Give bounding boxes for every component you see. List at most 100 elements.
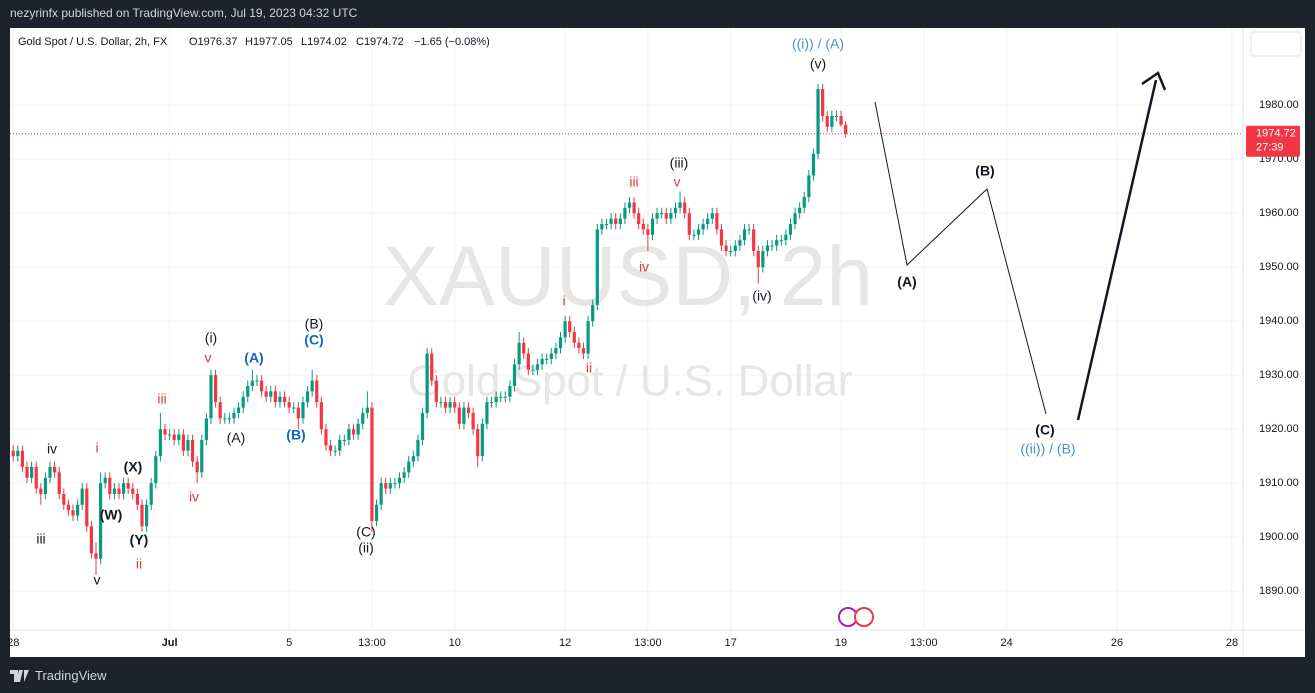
x-tick-label: 24 bbox=[1000, 637, 1012, 649]
candle-body bbox=[103, 477, 107, 484]
candle-body bbox=[177, 434, 181, 440]
candle-body bbox=[558, 337, 563, 349]
wave-label: (A) bbox=[897, 274, 916, 290]
candle-body bbox=[282, 396, 287, 403]
candle-body bbox=[246, 385, 250, 397]
market-icons bbox=[838, 607, 874, 627]
candle-body bbox=[223, 418, 227, 420]
candle-body bbox=[324, 429, 328, 446]
wave-label: (B) bbox=[975, 163, 994, 179]
candle-body bbox=[793, 213, 797, 224]
candle-body bbox=[591, 304, 595, 322]
candle-body bbox=[683, 202, 687, 214]
candle-body bbox=[439, 402, 443, 404]
legend-low: L1974.02 bbox=[301, 36, 347, 48]
candle-body bbox=[416, 439, 420, 457]
candle-body bbox=[701, 223, 705, 230]
candle-body bbox=[554, 348, 558, 354]
candle-body bbox=[11, 450, 15, 457]
candle-body bbox=[108, 477, 112, 494]
candle-body bbox=[190, 439, 195, 462]
candle-body bbox=[512, 364, 517, 386]
candle-body bbox=[844, 124, 848, 134]
candle-body bbox=[195, 461, 199, 473]
candle-body bbox=[448, 402, 452, 408]
x-tick-label: 12 bbox=[559, 637, 571, 649]
x-tick-label: 17 bbox=[725, 637, 737, 649]
candle-body bbox=[112, 488, 116, 494]
candle-body bbox=[526, 353, 530, 370]
wave-label: iii bbox=[36, 531, 45, 547]
footer: TradingView bbox=[10, 668, 107, 683]
legend-close: C1974.72 bbox=[356, 36, 404, 48]
candle-body bbox=[333, 450, 337, 452]
candle-body bbox=[687, 213, 691, 235]
candle-body bbox=[839, 116, 843, 125]
wave-label: (ii) bbox=[358, 540, 374, 556]
candle-body bbox=[623, 207, 627, 219]
candle-body bbox=[384, 483, 388, 489]
candle-body bbox=[761, 250, 765, 268]
legend-open: O1976.37 bbox=[189, 36, 237, 48]
candle-body bbox=[747, 229, 751, 231]
wave-label: (A) bbox=[244, 350, 263, 366]
candle-body bbox=[729, 250, 733, 252]
candle-body bbox=[678, 202, 682, 208]
candle-body bbox=[522, 342, 526, 354]
candle-body bbox=[301, 402, 305, 419]
wave-label: ((i)) / (A) bbox=[792, 36, 844, 52]
candle-body bbox=[443, 402, 448, 408]
y-tick-label: 1960.00 bbox=[1259, 207, 1299, 219]
candle-body bbox=[420, 412, 425, 440]
candle-body bbox=[374, 504, 379, 521]
wave-label: (C) bbox=[1035, 422, 1054, 438]
candle-body bbox=[494, 396, 498, 403]
candle-body bbox=[269, 391, 273, 397]
candle-body bbox=[117, 488, 121, 494]
candle-body bbox=[250, 380, 254, 386]
candle-body bbox=[779, 240, 783, 242]
top-right-button[interactable] bbox=[1250, 31, 1302, 57]
candle-body bbox=[563, 321, 567, 338]
candle-body bbox=[379, 483, 383, 505]
y-tick-label: 1910.00 bbox=[1259, 477, 1299, 489]
candle-body bbox=[549, 353, 553, 359]
candle-body bbox=[540, 358, 544, 365]
candle-body bbox=[457, 407, 461, 424]
arrow-head bbox=[1141, 71, 1167, 91]
candle-body bbox=[158, 429, 162, 457]
candle-body bbox=[99, 483, 103, 559]
candle-body bbox=[724, 245, 728, 251]
candle-body bbox=[278, 396, 282, 403]
brand: TradingView bbox=[35, 668, 107, 683]
wave-label: (X) bbox=[124, 459, 143, 475]
candle-body bbox=[655, 213, 659, 219]
candle-body bbox=[692, 234, 696, 236]
wave-label: ii bbox=[586, 360, 592, 376]
candle-body bbox=[825, 116, 829, 127]
candle-body bbox=[816, 89, 820, 154]
candle-body bbox=[807, 175, 811, 197]
candle-body bbox=[34, 466, 38, 489]
candle-body bbox=[80, 488, 84, 505]
candle-body bbox=[131, 488, 135, 494]
candle-body bbox=[614, 218, 618, 224]
candle-body bbox=[287, 402, 291, 408]
wave-label: i bbox=[95, 440, 98, 456]
projection-line bbox=[874, 101, 1047, 415]
wave-label: iii bbox=[157, 391, 166, 407]
logo bbox=[10, 669, 29, 682]
candle-body bbox=[742, 229, 747, 241]
candle-body bbox=[200, 439, 204, 473]
candle-body bbox=[397, 477, 402, 484]
candle-body bbox=[126, 483, 130, 489]
wave-label: (C) bbox=[356, 524, 375, 540]
candle-body bbox=[338, 439, 342, 451]
x-tick-label: 5 bbox=[286, 637, 292, 649]
candle-body bbox=[696, 229, 701, 235]
candle-body bbox=[407, 461, 411, 473]
candle-body bbox=[719, 229, 724, 246]
candle-body bbox=[765, 245, 770, 251]
candle-body bbox=[411, 456, 415, 462]
